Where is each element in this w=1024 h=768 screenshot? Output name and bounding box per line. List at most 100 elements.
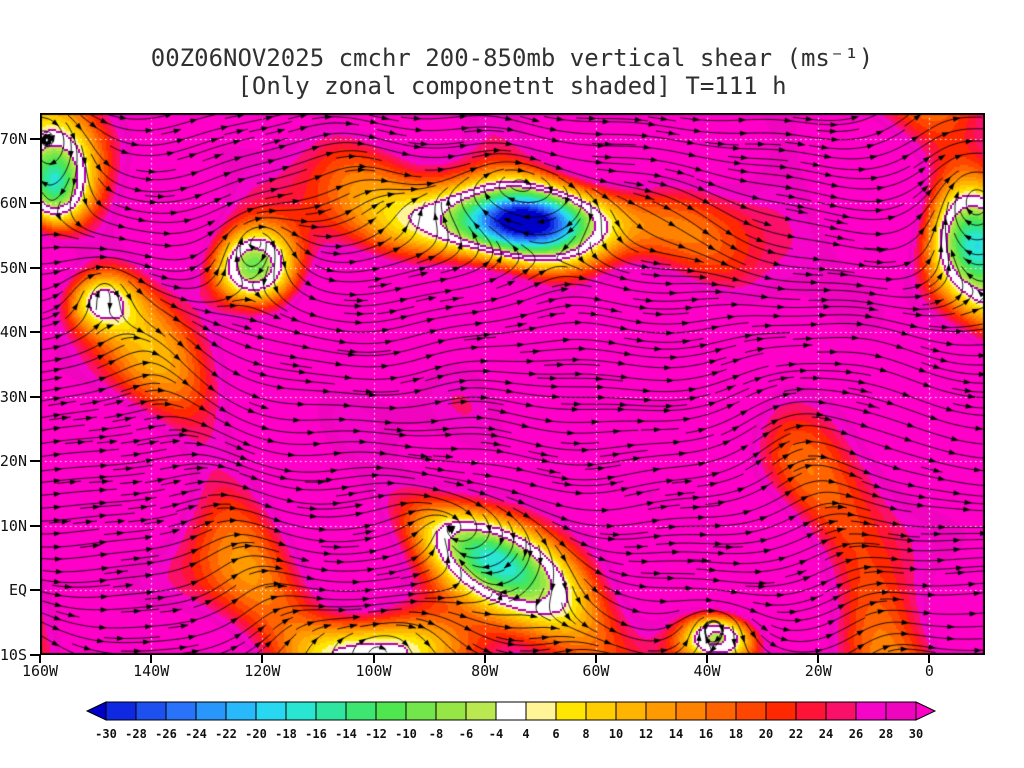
y-axis-tick-mark	[30, 460, 40, 463]
y-axis-tick-label: EQ	[8, 581, 27, 600]
y-axis-tick-mark	[30, 137, 40, 140]
colorbar-cell	[405, 701, 437, 721]
shear-field-canvas	[40, 113, 985, 655]
colorbar-cell	[765, 701, 797, 721]
colorbar-tick-label: 18	[729, 727, 743, 741]
x-axis-tick-mark	[372, 654, 375, 663]
map-area: 70N 60N 50N 40N 30N 20N 10N EQ 10S 160W 140W 120W 1…	[0, 113, 985, 680]
colorbar-tick-label: -22	[215, 727, 237, 741]
y-axis-tick-label: 20N	[0, 452, 27, 471]
y-axis-tick-label: 40N	[0, 323, 27, 342]
colorbar-tick-label: -30	[95, 727, 117, 741]
x-axis-tick-mark	[817, 654, 820, 663]
y-axis-tick-mark	[30, 395, 40, 398]
y-axis-tick-mark	[30, 524, 40, 527]
y-axis-tick-label: 10S	[0, 646, 27, 664]
colorbar-tick-label: -24	[185, 727, 207, 741]
colorbar-cell	[675, 701, 707, 721]
x-axis-tick-label: 20W	[804, 662, 832, 680]
x-axis: 160W 140W 120W 100W 80W 60W 40W 20W 0	[22, 113, 985, 680]
colorbar-cell	[495, 701, 527, 721]
colorbar-cell	[105, 701, 137, 721]
colorbar-tick-label: -8	[429, 727, 443, 741]
y-axis: 70N 60N 50N 40N 30N 20N 10N EQ 10S	[0, 113, 985, 664]
colorbar-cell	[375, 701, 407, 721]
colorbar-cell	[615, 701, 647, 721]
y-axis-tick-label: 10N	[0, 516, 27, 535]
y-axis-tick-mark	[30, 331, 40, 334]
colorbar-cell	[585, 701, 617, 721]
colorbar-tick-label: 30	[909, 727, 923, 741]
colorbar-tick-label: 16	[699, 727, 713, 741]
x-axis-tick-mark	[261, 654, 264, 663]
colorbar-tick-label: -26	[155, 727, 177, 741]
colorbar-tick-label: 28	[879, 727, 893, 741]
colorbar-tick-label: -20	[245, 727, 267, 741]
colorbar-tick-label: -4	[489, 727, 503, 741]
colorbar-tick-label: 8	[582, 727, 589, 741]
colorbar-cell	[465, 701, 497, 721]
x-axis-tick-mark	[39, 654, 41, 663]
colorbar-tick-label: 26	[849, 727, 863, 741]
colorbar-cell	[345, 701, 377, 721]
colorbar-cell	[645, 701, 677, 721]
colorbar-cell	[735, 701, 767, 721]
colorbar-tick-label: 12	[639, 727, 653, 741]
colorbar-tick-label: 4	[522, 727, 529, 741]
colorbar-cell	[435, 701, 467, 721]
colorbar-cell	[825, 701, 857, 721]
colorbar-tick-label: -10	[395, 727, 417, 741]
x-axis-tick-mark	[483, 654, 486, 663]
colorbar-tick-label: -18	[275, 727, 297, 741]
colorbar-tick-label: -6	[459, 727, 473, 741]
x-axis-tick-mark	[594, 654, 597, 663]
colorbar-cell	[255, 701, 287, 721]
x-axis-tick-label: 140W	[133, 662, 170, 680]
colorbar-right-arrow	[915, 701, 937, 721]
colorbar-cell	[705, 701, 737, 721]
x-axis-tick-label: 160W	[21, 662, 59, 680]
colorbar-tick-label: -14	[335, 727, 357, 741]
chart-title: 00Z06NOV2025 cmchr 200-850mb vertical sh…	[150, 44, 874, 72]
y-axis-tick-mark	[30, 266, 40, 269]
colorbar-tick-label: -28	[125, 727, 147, 741]
y-axis-tick-label: 60N	[0, 194, 27, 213]
y-axis-tick-label: 30N	[0, 387, 27, 406]
x-axis-tick-mark	[706, 654, 709, 663]
colorbar-tick-label: 24	[819, 727, 833, 741]
y-axis-tick-mark	[30, 654, 40, 656]
x-axis-tick-label: 0	[924, 662, 934, 680]
colorbar-cell	[555, 701, 587, 721]
colorbar-cell	[525, 701, 557, 721]
colorbar-tick-label: 6	[552, 727, 559, 741]
colorbar-left-arrow	[85, 701, 107, 721]
x-axis-tick-label: 120W	[244, 662, 281, 680]
x-axis-tick-mark	[150, 654, 153, 663]
colorbar-tick-label: 10	[609, 727, 623, 741]
colorbar-cell	[315, 701, 347, 721]
colorbar: -30 -28 -26 -24 -22 -20 -18 -16 -14 -12 -10 -8 -6 -4 4…	[85, 700, 939, 748]
colorbar-cell	[165, 701, 197, 721]
y-axis-tick-mark	[30, 589, 40, 592]
x-axis-tick-label: 40W	[693, 662, 721, 680]
colorbar-cell	[855, 701, 887, 721]
x-axis-tick-label: 100W	[355, 662, 392, 680]
colorbar-cell	[195, 701, 227, 721]
colorbar-tick-label: 14	[669, 727, 683, 741]
colorbar-tick-label: -12	[365, 727, 387, 741]
chart-subtitle: [Only zonal componetnt shaded] T=111 h	[237, 72, 787, 100]
colorbar-cell	[885, 701, 917, 721]
colorbar-cell	[285, 701, 317, 721]
colorbar-cell	[225, 701, 257, 721]
colorbar-cell	[135, 701, 167, 721]
y-axis-tick-mark	[30, 202, 40, 205]
y-axis-tick-label: 70N	[0, 129, 27, 148]
x-axis-tick-label: 80W	[471, 662, 499, 680]
x-axis-tick-mark	[928, 654, 931, 663]
colorbar-svg: -30 -28 -26 -24 -22 -20 -18 -16 -14 -12 -10 -8 -6 -4 4…	[85, 701, 937, 741]
x-axis-tick-label: 60W	[582, 662, 610, 680]
colorbar-tick-label: 20	[759, 727, 773, 741]
colorbar-cell	[795, 701, 827, 721]
y-axis-tick-label: 50N	[0, 258, 27, 277]
colorbar-tick-label: -16	[305, 727, 327, 741]
